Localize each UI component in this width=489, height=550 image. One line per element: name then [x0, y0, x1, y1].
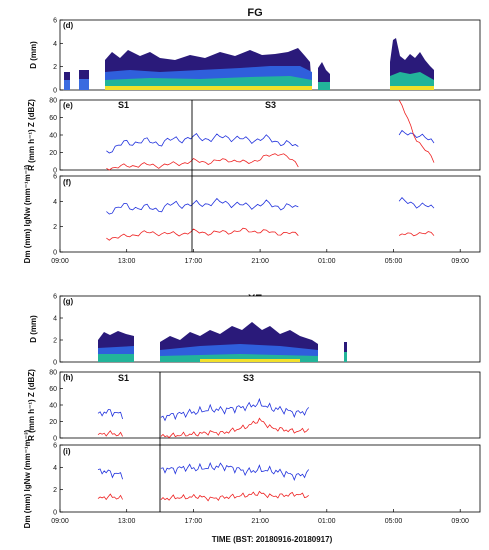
ytick-label: 4: [53, 199, 57, 206]
panel-d-yaxis: 0 2 4 6: [53, 18, 63, 95]
panel-e-ylabel: R (mm h⁻¹) Z (dBZ): [27, 99, 36, 171]
segment-s3-xf: S3: [243, 373, 254, 383]
dsd-region-1-core: [64, 80, 70, 90]
xtick-label: 09:00: [451, 518, 469, 525]
series-line-dm: [106, 196, 435, 215]
panel-g-label: (g): [63, 297, 74, 306]
panel-e-lines: [106, 99, 435, 171]
panel-h: (h) S1 S3 0 20 40 60 80 R (mm h⁻¹) Z (dBZ): [27, 369, 481, 443]
xtick-label: 09:00: [51, 518, 69, 525]
series-line-r: [106, 99, 435, 171]
panel-i: (i) 0 2 4 6 Dm (mm) lgNw (mm⁻¹m⁻³): [23, 429, 481, 528]
dsd-region-g1-core: [98, 354, 134, 362]
ytick-label: 20: [49, 150, 57, 157]
panel-i-yaxis: 0 2 4 6: [53, 443, 63, 517]
panel-e-frame: [59, 99, 481, 171]
ytick-label: 0: [53, 88, 57, 95]
xtick-label: 21:00: [251, 518, 269, 525]
panel-d-area: [64, 38, 434, 90]
xaxis-xf: 09:00 13:00 17:00 21:00 01:00 05:00 09:00: [51, 509, 469, 525]
series-line-z: [106, 129, 435, 154]
panel-f-label: (f): [63, 178, 71, 187]
panel-e-label: (e): [63, 101, 73, 110]
xtick-label: 17:00: [185, 258, 203, 265]
segment-s1-xf: S1: [118, 373, 129, 383]
ytick-label: 20: [49, 419, 57, 426]
panel-g: (g) 0 2 4 6 D (mm): [29, 294, 481, 367]
ytick-label: 0: [53, 250, 57, 257]
dsd-region-5-base: [390, 86, 434, 90]
panel-h-yaxis: 0 20 40 60 80: [49, 370, 63, 443]
dsd-region-4-core: [318, 82, 330, 90]
panel-i-frame: [59, 444, 481, 513]
panel-d-label: (d): [63, 21, 74, 30]
panel-i-label: (i): [63, 447, 71, 456]
xtick-label: 17:00: [185, 518, 203, 525]
panel-e: (e) S1 S3 0 20 40 60 80 R (mm h⁻¹) Z (dBZ): [27, 98, 481, 175]
xtick-label: 13:00: [118, 258, 136, 265]
ytick-label: 2: [53, 338, 57, 345]
ytick-label: 40: [49, 403, 57, 410]
segment-s3-fg: S3: [265, 100, 276, 110]
ytick-label: 2: [53, 64, 57, 71]
panel-g-yaxis: 0 2 4 6: [53, 294, 63, 367]
ytick-label: 60: [49, 115, 57, 122]
dsd-region-2-core: [79, 79, 89, 90]
ytick-label: 4: [53, 316, 57, 323]
panel-g-area: [98, 322, 347, 362]
ytick-label: 0: [53, 510, 57, 517]
panel-d-ylabel: D (mm): [29, 41, 38, 69]
ytick-label: 4: [53, 465, 57, 472]
ytick-label: 6: [53, 443, 57, 450]
ytick-label: 40: [49, 133, 57, 140]
xtick-label: 09:00: [51, 258, 69, 265]
xtick-label: 21:00: [251, 258, 269, 265]
x-axis-title: TIME (BST: 20180916-20180917): [212, 535, 333, 544]
panel-f-lines: [106, 196, 435, 241]
panel-h-label: (h): [63, 373, 74, 382]
xtick-label: 05:00: [385, 518, 403, 525]
segment-s1-fg: S1: [118, 100, 129, 110]
xtick-label: 05:00: [385, 258, 403, 265]
ytick-label: 0: [53, 168, 57, 175]
xtick-label: 01:00: [318, 258, 336, 265]
ytick-label: 80: [49, 98, 57, 105]
xtick-label: 01:00: [318, 518, 336, 525]
panel-f-yaxis: 0 2 4 6: [53, 174, 63, 257]
ytick-label: 6: [53, 174, 57, 181]
ytick-label: 6: [53, 294, 57, 301]
panel-g-ylabel: D (mm): [29, 315, 38, 343]
dsd-region-5-core: [390, 72, 434, 90]
panel-f-frame: [59, 175, 481, 253]
panel-i-ylabel: Dm (mm) lgNw (mm⁻¹m⁻³): [23, 429, 32, 528]
xtick-label: 13:00: [118, 518, 136, 525]
ytick-label: 0: [53, 360, 57, 367]
panel-d: (d) 0 2 4 6 D (mm): [29, 18, 481, 95]
ytick-label: 60: [49, 386, 57, 393]
dsd-region-3-base: [105, 86, 312, 90]
panel-h-ylabel: R (mm h⁻¹) Z (dBZ): [27, 369, 36, 441]
xtick-label: 09:00: [451, 258, 469, 265]
ytick-label: 4: [53, 41, 57, 48]
series-line-lgnw: [106, 227, 435, 241]
ytick-label: 2: [53, 487, 57, 494]
site-title-fg: FG: [247, 7, 262, 19]
xaxis-fg: 09:00 13:00 17:00 21:00 01:00 05:00 09:00: [51, 249, 469, 265]
ytick-label: 80: [49, 370, 57, 377]
panel-f-ylabel: Dm (mm) lgNw (mm⁻¹m⁻³): [23, 164, 32, 263]
dsd-region-g3-core: [344, 352, 347, 362]
ytick-label: 2: [53, 224, 57, 231]
dsd-region-g2-base: [200, 359, 300, 362]
panel-e-yaxis: 0 20 40 60 80: [49, 98, 63, 175]
ytick-label: 6: [53, 18, 57, 25]
ytick-label: 0: [53, 436, 57, 443]
panel-f: (f) 0 2 4 6 Dm (mm) lgNw (mm⁻¹m⁻³): [23, 164, 481, 263]
